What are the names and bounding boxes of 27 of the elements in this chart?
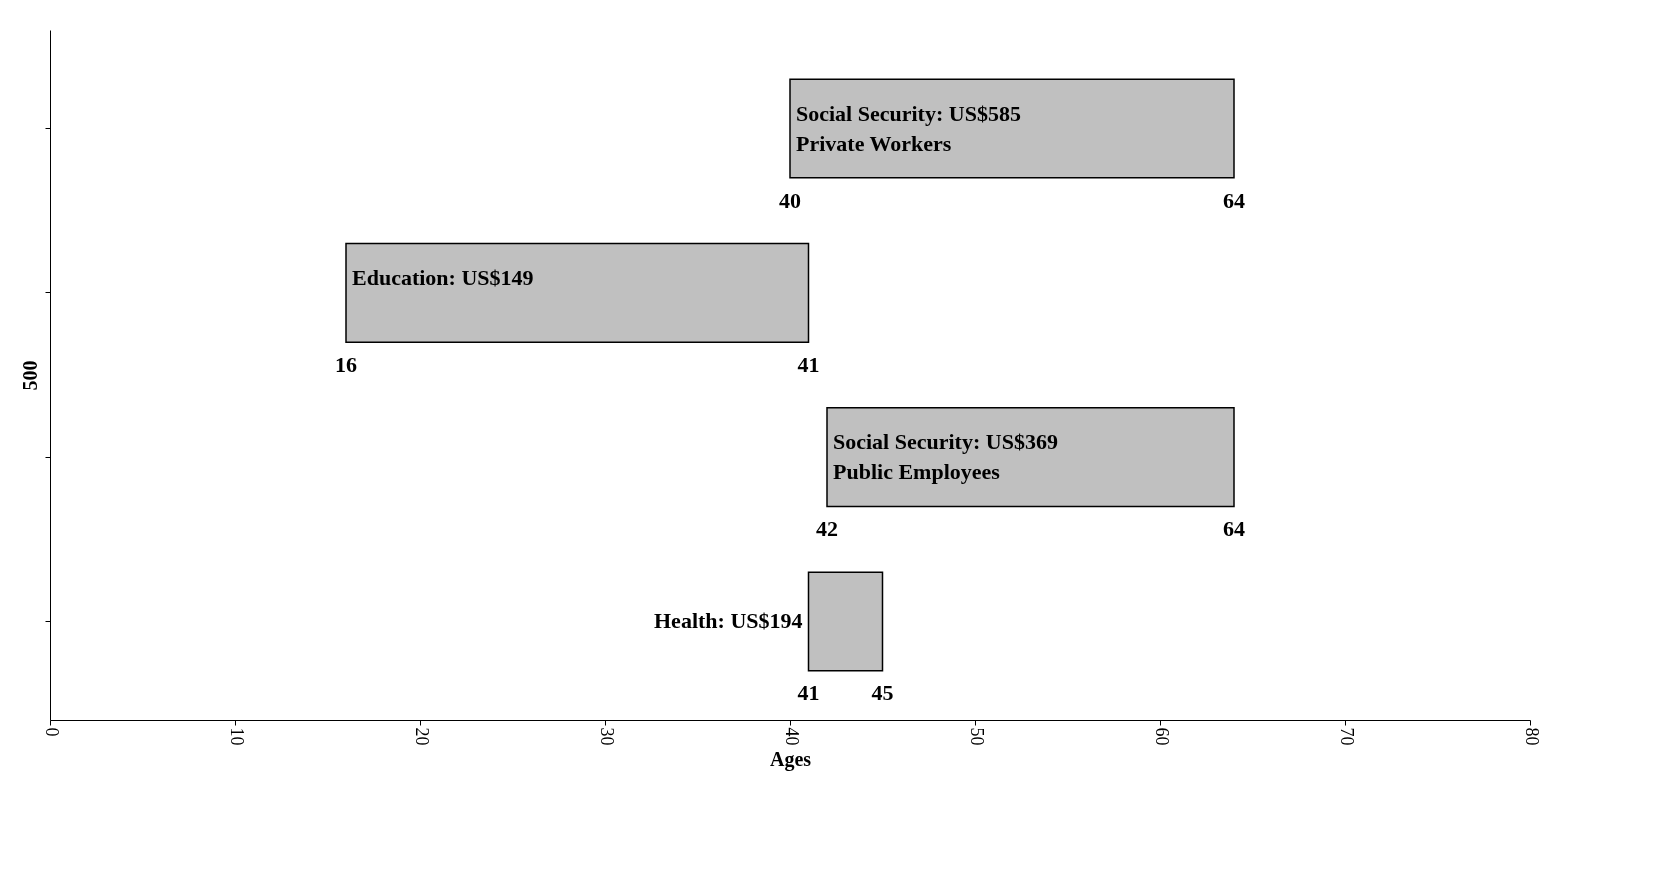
annotation: 41 (797, 680, 820, 706)
y-tick-label: Social Security: US$369 Public Employees (833, 429, 1058, 485)
y-axis-title: 500 (19, 360, 41, 391)
x-tick-label: 30 (596, 727, 617, 746)
annotation: 64 (1223, 187, 1245, 213)
y-tick-label: Education: US$149 (352, 264, 534, 290)
x-axis-title: Ages (769, 747, 812, 771)
annotation: 42 (816, 516, 838, 542)
x-tick-label: 20 (411, 727, 432, 746)
annotation: 16 (335, 351, 357, 377)
x-tick-label: 80 (1521, 727, 1542, 746)
x-tick-label: 40 (781, 727, 802, 746)
bar (789, 78, 1235, 179)
x-tick-label: 60 (1151, 727, 1172, 746)
y-tick-label: Health: US$194 (654, 608, 803, 634)
annotation: 41 (797, 351, 820, 377)
x-tick-label: 50 (966, 727, 987, 746)
y-tick-label: Social Security: US$585 Private Workers (796, 100, 1021, 156)
x-tick-label: 10 (226, 727, 247, 746)
x-tick-label: 0 (41, 727, 62, 737)
x-tick-label: 70 (1336, 727, 1357, 746)
annotation: 40 (779, 187, 801, 213)
bar (807, 571, 884, 672)
bar (826, 407, 1235, 508)
annotation: 45 (871, 680, 894, 706)
annotation: 64 (1223, 516, 1245, 542)
bar (345, 242, 810, 343)
